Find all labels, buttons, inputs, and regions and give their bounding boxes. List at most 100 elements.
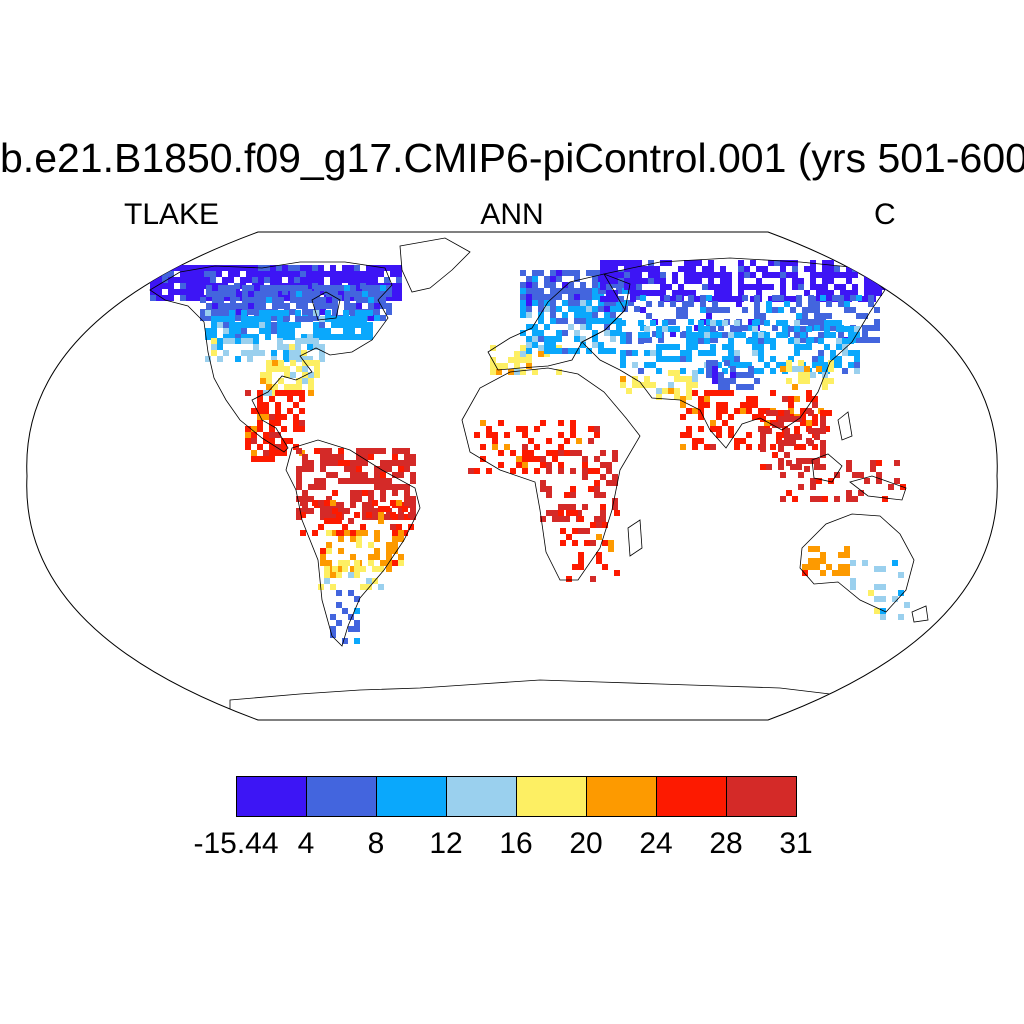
grid-cell xyxy=(350,502,356,508)
grid-cell xyxy=(367,322,373,328)
grid-cell xyxy=(722,420,728,426)
grid-cell xyxy=(302,454,308,460)
grid-cell xyxy=(716,402,722,408)
grid-cell xyxy=(862,337,868,343)
grid-cell xyxy=(660,278,666,284)
grid-cell xyxy=(726,278,732,284)
grid-cell xyxy=(876,260,882,266)
grid-cell xyxy=(319,334,325,340)
grid-cell xyxy=(392,472,398,478)
grid-cell xyxy=(582,456,588,462)
grid-cell xyxy=(258,277,264,283)
variable-label: TLAKE xyxy=(124,198,220,231)
grid-cell xyxy=(556,348,562,354)
grid-cell xyxy=(302,466,308,472)
grid-cell xyxy=(810,272,816,278)
grid-cell xyxy=(668,344,674,350)
grid-cell xyxy=(361,328,367,334)
grid-cell xyxy=(648,278,654,284)
grid-cell xyxy=(876,278,882,284)
grid-cell xyxy=(780,472,786,478)
grid-cell xyxy=(620,356,626,362)
grid-cell xyxy=(828,360,834,366)
grid-cell xyxy=(700,301,706,307)
grid-cell xyxy=(828,478,834,484)
grid-cell xyxy=(870,272,876,278)
grid-cell xyxy=(266,384,272,390)
grid-cell xyxy=(738,284,744,290)
grid-cell xyxy=(260,372,266,378)
grid-cell xyxy=(570,468,576,474)
grid-cell xyxy=(762,272,768,278)
grid-cell xyxy=(602,564,608,570)
grid-cell xyxy=(336,572,342,578)
grid-cell xyxy=(732,296,738,302)
grid-cell xyxy=(572,564,578,570)
grid-cell xyxy=(788,402,794,408)
grid-cell xyxy=(728,426,734,432)
grid-cell xyxy=(680,356,686,362)
grid-cell xyxy=(712,366,718,372)
grid-cell xyxy=(398,508,404,514)
grid-cell xyxy=(248,285,254,291)
grid-cell xyxy=(790,416,796,422)
grid-cell xyxy=(277,338,283,344)
grid-cell xyxy=(380,466,386,472)
grid-cell xyxy=(738,260,744,266)
grid-cell xyxy=(680,402,686,408)
grid-cell xyxy=(814,319,820,325)
grid-cell xyxy=(320,508,326,514)
grid-cell xyxy=(480,444,486,450)
grid-cell xyxy=(786,272,792,278)
grid-cell xyxy=(590,540,596,546)
grid-cell xyxy=(758,344,764,350)
grid-cell xyxy=(672,272,678,278)
grid-cell xyxy=(362,514,368,520)
grid-cell xyxy=(263,432,269,438)
grid-cell xyxy=(760,434,766,440)
grid-cell xyxy=(612,266,618,272)
grid-cell xyxy=(784,416,790,422)
grid-cell xyxy=(338,460,344,466)
grid-cell xyxy=(301,356,307,362)
grid-cell xyxy=(712,301,718,307)
grid-cell xyxy=(622,288,628,294)
grid-cell xyxy=(362,530,368,536)
grid-cell xyxy=(864,290,870,296)
grid-cell xyxy=(574,270,580,276)
grid-cell xyxy=(880,614,886,620)
colorbar-label-8: 31 xyxy=(779,827,813,860)
grid-cell xyxy=(826,313,832,319)
grid-cell xyxy=(790,434,796,440)
grid-cell xyxy=(576,450,582,456)
grid-cell xyxy=(550,306,556,312)
grid-cell xyxy=(798,360,804,366)
grid-cell xyxy=(241,328,247,334)
grid-cell xyxy=(344,460,350,466)
grid-cell xyxy=(710,344,716,350)
grid-cell xyxy=(718,307,724,313)
grid-cell xyxy=(792,296,798,302)
grid-cell xyxy=(668,356,674,362)
grid-cell xyxy=(812,444,818,450)
grid-cell xyxy=(245,426,251,432)
grid-cell xyxy=(752,414,758,420)
grid-cell xyxy=(372,566,378,572)
grid-cell xyxy=(842,368,848,374)
grid-cell xyxy=(662,388,668,394)
grid-cell xyxy=(716,432,722,438)
grid-cell xyxy=(200,315,206,321)
grid-cell xyxy=(792,384,798,390)
grid-cell xyxy=(368,554,374,560)
grid-cell xyxy=(398,514,404,520)
grid-cell xyxy=(780,260,786,266)
grid-cell xyxy=(532,294,538,300)
grid-cell xyxy=(836,320,842,326)
grid-cell xyxy=(630,296,636,302)
grid-cell xyxy=(558,468,564,474)
grid-cell xyxy=(300,277,306,283)
grid-cell xyxy=(638,382,644,388)
grid-cell xyxy=(332,514,338,520)
grid-cell xyxy=(498,450,504,456)
grid-cell xyxy=(796,301,802,307)
